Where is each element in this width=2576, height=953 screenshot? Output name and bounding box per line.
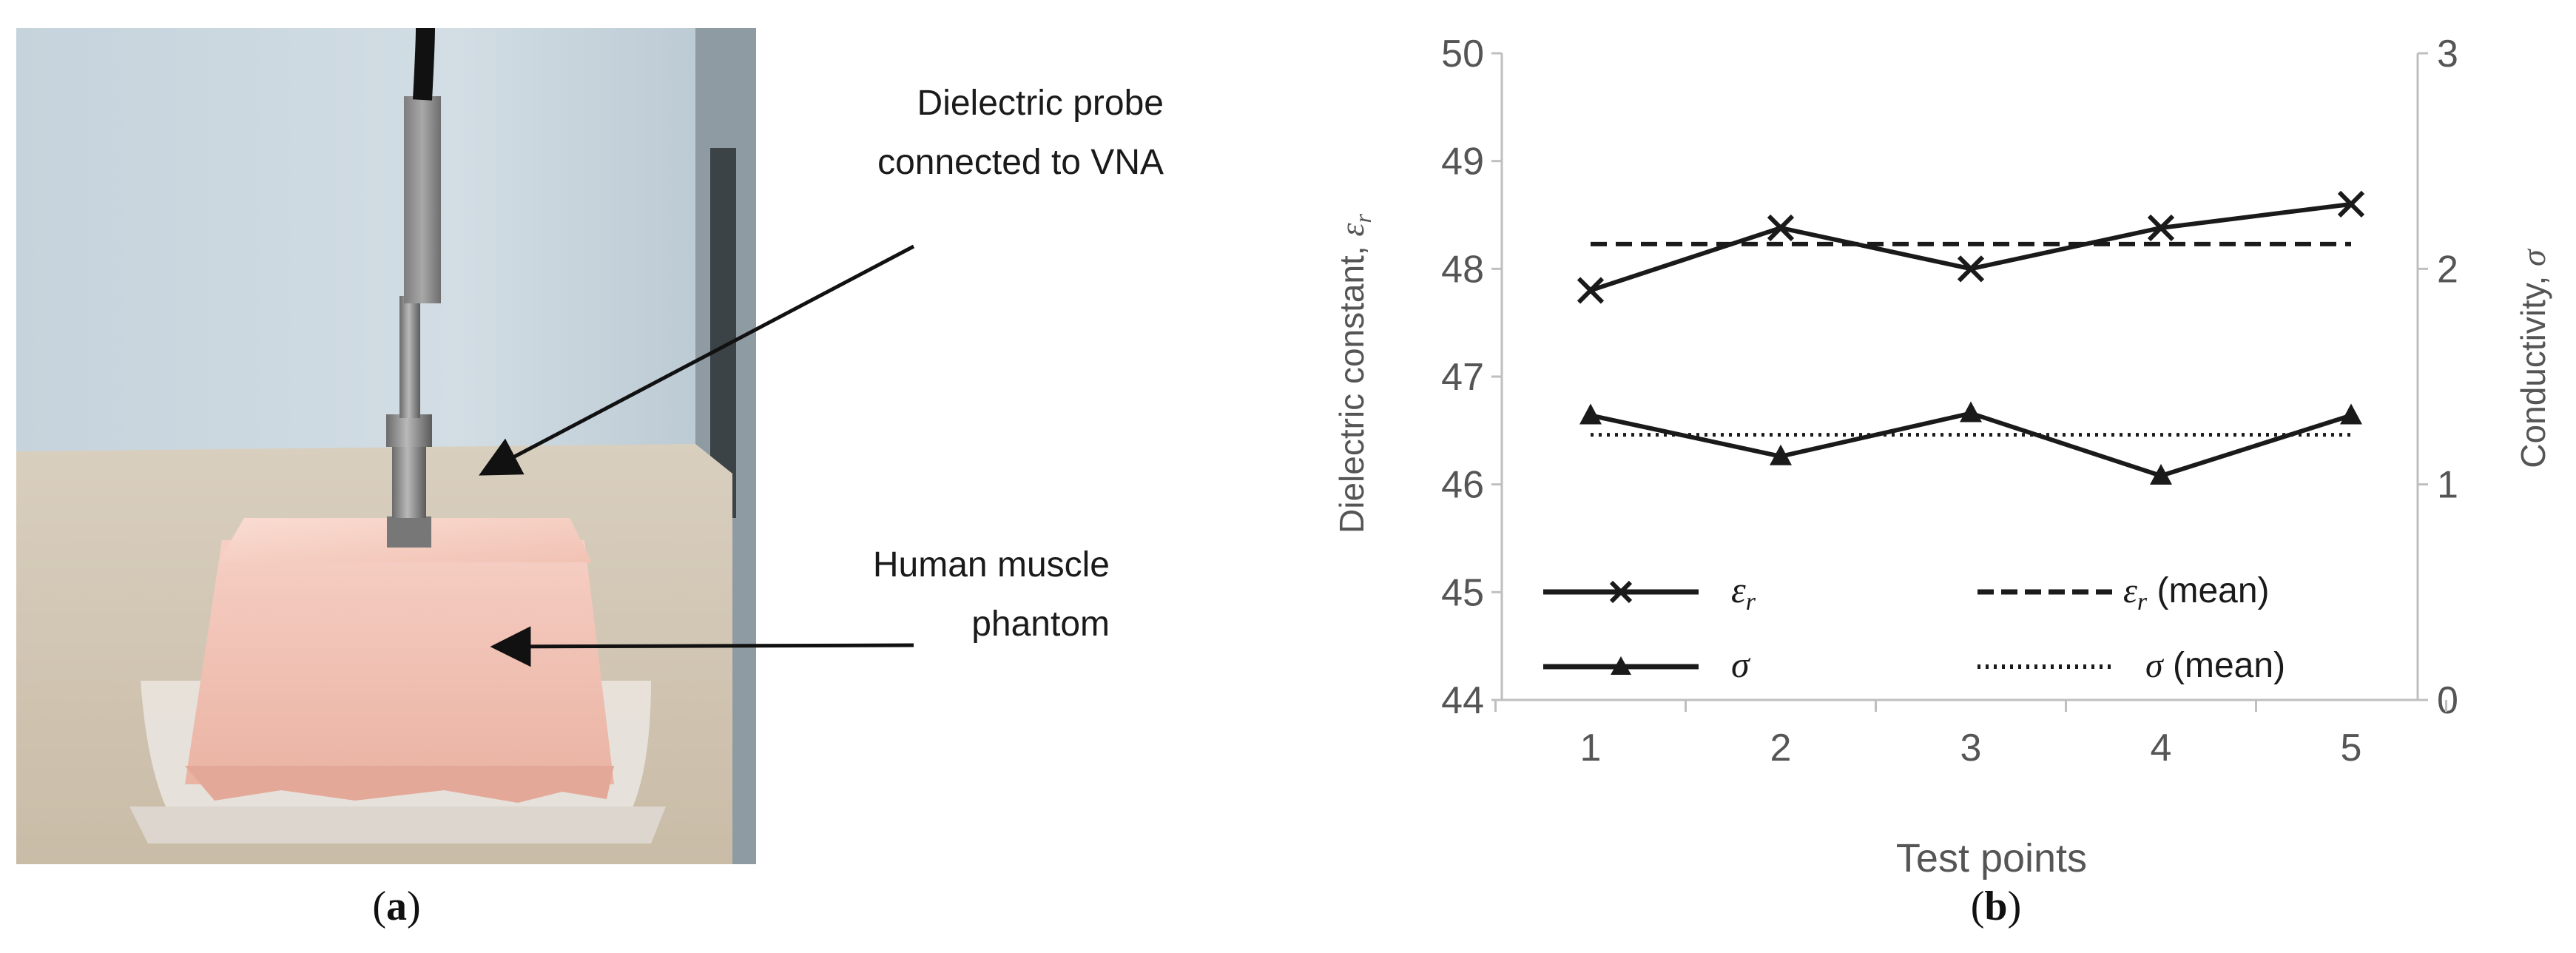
x-tick-label: 4 (2151, 727, 2172, 770)
photo-panel: Dielectric probe connected to VNA Human … (16, 27, 1164, 929)
data-point-er (1957, 255, 1985, 283)
legend-marker-er (1609, 580, 1633, 604)
legend-label-sigma-mean: σ (mean) (2145, 646, 2285, 685)
series-line-0 (1590, 201, 2352, 293)
y2-tick-label: 0 (2437, 679, 2458, 722)
probe-annotation-line2: connected to VNA (877, 143, 1164, 182)
y-tick-label: 47 (1441, 356, 1484, 399)
probe-annotation-line1: Dielectric probe (917, 84, 1164, 123)
y2-axis-title: Conductivity, σ (2514, 248, 2552, 468)
photo-connector (392, 444, 426, 518)
panel-label-b: (b) (1971, 883, 2021, 929)
chart-legend: εr σ εr (mean) σ (mean) (1543, 569, 2285, 685)
legend-label-sigma: σ (1731, 644, 1751, 685)
y-tick-label: 46 (1441, 464, 1484, 507)
phantom-annotation-line2: phantom (971, 605, 1110, 644)
y2-tick-label: 2 (2437, 248, 2458, 291)
legend-label-er: εr (1731, 569, 1756, 616)
y-tick-label: 49 (1441, 141, 1484, 183)
phantom-arrow (490, 626, 914, 667)
photo-cable (413, 27, 435, 101)
data-point-sigma (1770, 444, 1792, 465)
y2-tick-label: 3 (2437, 33, 2458, 75)
y-tick-label: 50 (1441, 33, 1484, 75)
data-point-sigma (1579, 403, 1602, 425)
legend-label-er-mean: εr (mean) (2123, 571, 2270, 616)
data-point-er (2147, 214, 2175, 242)
photo-phantom-base (185, 766, 614, 803)
x-tick-label: 5 (2341, 727, 2362, 770)
panel-label-a: (a) (372, 883, 420, 929)
photo-door-edge (710, 148, 736, 518)
legend-marker-sigma (1611, 656, 1631, 675)
x-tick-label: 2 (1770, 727, 1792, 770)
chart-series (1577, 190, 2365, 485)
y-axis-title: Dielectric constant, εr (1332, 213, 1376, 533)
photo-phantom-body (185, 540, 614, 784)
photo-cable-sleeve (404, 96, 441, 303)
photo-connector-nut (386, 414, 432, 447)
y2-tick-label: 1 (2437, 464, 2458, 507)
probe-arrow (479, 244, 915, 476)
y-tick-label: 45 (1441, 571, 1484, 614)
photo-tray-rim (129, 806, 666, 843)
data-point-er (2337, 190, 2365, 218)
photo-probe-base (387, 516, 431, 548)
y-tick-label: 48 (1441, 248, 1484, 291)
data-point-er (1577, 277, 1605, 304)
x-tick-label: 3 (1960, 727, 1982, 770)
data-point-sigma (2340, 403, 2362, 425)
y-tick-label: 44 (1441, 679, 1484, 722)
phantom-annotation-line1: Human muscle (873, 545, 1110, 585)
x-tick-label: 1 (1580, 727, 1602, 770)
x-axis-title: Test points (1896, 836, 2087, 880)
data-point-sigma (2150, 464, 2172, 485)
data-point-er (1767, 214, 1795, 242)
photo-probe-tube (399, 296, 420, 418)
data-point-sigma (1960, 401, 1982, 422)
series-line-1 (1590, 411, 2352, 479)
